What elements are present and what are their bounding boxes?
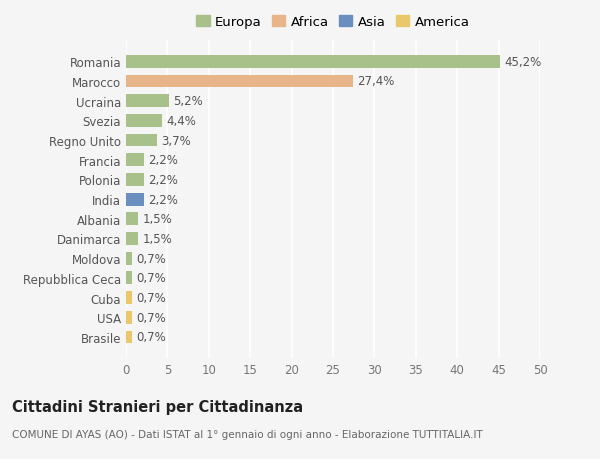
Legend: Europa, Africa, Asia, America: Europa, Africa, Asia, America — [194, 13, 472, 32]
Bar — [126, 174, 144, 186]
Bar — [126, 213, 139, 226]
Text: 4,4%: 4,4% — [167, 115, 196, 128]
Bar — [126, 233, 139, 246]
Bar — [126, 193, 144, 206]
Text: 0,7%: 0,7% — [136, 291, 166, 304]
Text: COMUNE DI AYAS (AO) - Dati ISTAT al 1° gennaio di ogni anno - Elaborazione TUTTI: COMUNE DI AYAS (AO) - Dati ISTAT al 1° g… — [12, 429, 483, 439]
Text: 0,7%: 0,7% — [136, 311, 166, 324]
Text: 45,2%: 45,2% — [505, 56, 542, 68]
Text: 1,5%: 1,5% — [143, 213, 172, 226]
Bar — [126, 331, 132, 344]
Bar — [126, 115, 163, 128]
Bar — [126, 154, 144, 167]
Bar — [126, 311, 132, 324]
Text: Cittadini Stranieri per Cittadinanza: Cittadini Stranieri per Cittadinanza — [12, 399, 303, 414]
Text: 27,4%: 27,4% — [357, 75, 394, 88]
Text: 0,7%: 0,7% — [136, 252, 166, 265]
Bar — [126, 134, 157, 147]
Text: 2,2%: 2,2% — [148, 193, 178, 206]
Bar — [126, 95, 169, 108]
Text: 2,2%: 2,2% — [148, 174, 178, 186]
Text: 1,5%: 1,5% — [143, 233, 172, 246]
Text: 0,7%: 0,7% — [136, 331, 166, 344]
Bar — [126, 272, 132, 285]
Text: 3,7%: 3,7% — [161, 134, 191, 147]
Text: 0,7%: 0,7% — [136, 272, 166, 285]
Text: 5,2%: 5,2% — [173, 95, 203, 108]
Bar — [126, 252, 132, 265]
Bar — [126, 291, 132, 304]
Bar — [126, 75, 353, 88]
Bar — [126, 56, 500, 68]
Text: 2,2%: 2,2% — [148, 154, 178, 167]
